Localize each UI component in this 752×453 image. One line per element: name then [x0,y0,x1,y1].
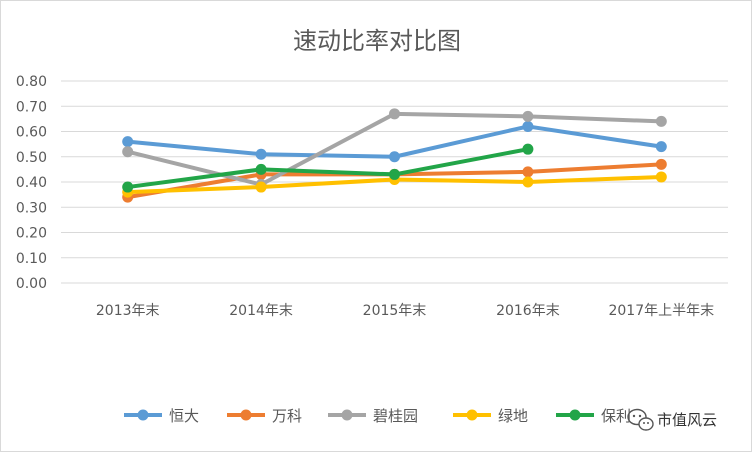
series-lines [122,108,667,202]
data-point [522,121,533,132]
legend-label: 碧桂园 [373,407,418,425]
data-point [389,108,400,119]
legend-item: 碧桂园 [328,407,418,425]
legend-label: 绿地 [498,407,528,425]
data-point [256,164,267,175]
data-point [656,159,667,170]
x-axis-ticks: 2013年末 2014年末 2015年末 2016年末 2017年上半年末 [96,303,714,319]
y-tick-label: 0.30 [16,200,47,216]
data-point [522,111,533,122]
series-0 [122,121,667,162]
data-point [656,116,667,127]
data-point [389,151,400,162]
y-tick-label: 0.50 [16,150,47,166]
y-tick-label: 0.70 [16,99,47,115]
watermark: 市值风云 [628,410,717,431]
legend-swatch-marker [342,410,353,421]
watermark-text: 市值风云 [657,411,717,429]
data-point [122,136,133,147]
data-point [122,182,133,193]
y-tick-label: 0.20 [16,226,47,242]
y-tick-label: 0.80 [16,74,47,90]
data-point [522,177,533,188]
legend-item: 万科 [227,407,302,425]
legend-swatch-marker [138,410,149,421]
data-point [256,182,267,193]
y-axis-ticks: 0.00 0.10 0.20 0.30 0.40 0.50 0.60 0.70 0.80 [16,74,47,292]
x-tick-label: 2015年末 [363,303,427,319]
legend-swatch-marker [467,410,478,421]
legend-item: 保利 [556,407,631,425]
x-tick-label: 2017年上半年末 [608,303,714,319]
legend-swatch-marker [241,410,252,421]
data-point [256,149,267,160]
y-tick-label: 0.40 [16,175,47,191]
data-point [656,141,667,152]
x-tick-label: 2014年末 [229,303,293,319]
data-point [522,166,533,177]
legend-item: 绿地 [453,407,528,425]
legend: 恒大 万科 碧桂园 绿地 保利 [124,407,631,425]
data-point [656,171,667,182]
legend-label: 保利 [601,407,631,425]
x-tick-label: 2013年末 [96,303,160,319]
chart-title: 速动比率对比图 [293,27,461,55]
legend-swatch-marker [570,410,581,421]
y-tick-label: 0.60 [16,125,47,141]
x-tick-label: 2016年末 [496,303,560,319]
y-tick-label: 0.10 [16,251,47,267]
wechat-icon [628,410,653,431]
legend-label: 恒大 [169,407,199,425]
data-point [389,169,400,180]
data-point [122,146,133,157]
legend-label: 万科 [272,407,302,425]
data-point [522,144,533,155]
legend-item: 恒大 [124,407,199,425]
y-tick-label: 0.00 [16,276,47,292]
